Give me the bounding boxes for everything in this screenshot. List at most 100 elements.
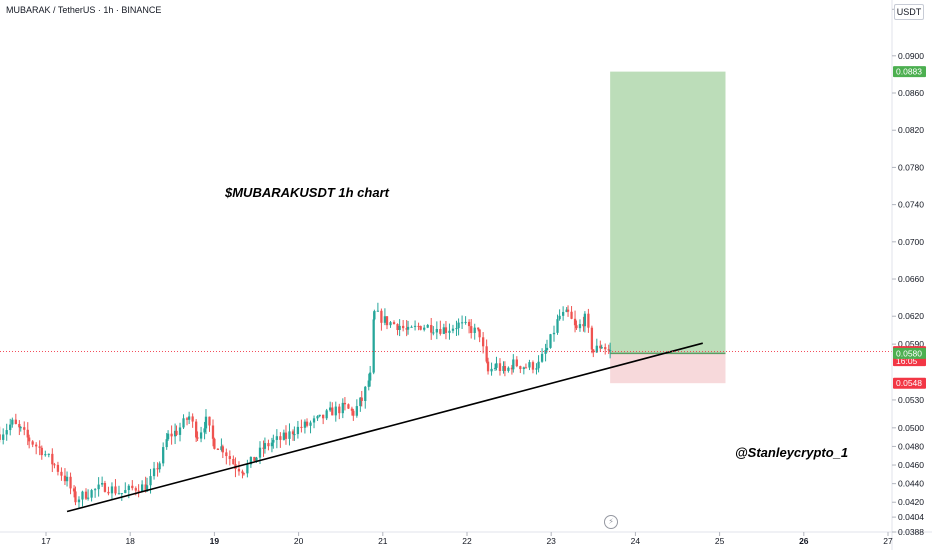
candle[interactable] (318, 414, 321, 418)
candle[interactable] (246, 459, 249, 478)
candle[interactable] (175, 425, 178, 437)
candle[interactable] (430, 318, 433, 340)
candle[interactable] (343, 397, 347, 411)
candle[interactable] (587, 308, 590, 333)
candle[interactable] (352, 408, 355, 421)
candle[interactable] (380, 308, 383, 331)
candle[interactable] (583, 311, 587, 333)
candle[interactable] (26, 422, 29, 446)
candle[interactable] (578, 319, 582, 332)
candle[interactable] (467, 319, 471, 334)
candle[interactable] (309, 420, 312, 434)
candle[interactable] (131, 480, 134, 491)
candle[interactable] (253, 456, 256, 461)
candle[interactable] (385, 316, 389, 330)
candle[interactable] (272, 434, 275, 449)
candle[interactable] (389, 320, 392, 328)
candle[interactable] (369, 365, 372, 387)
candle[interactable] (185, 416, 189, 426)
candle[interactable] (540, 348, 544, 363)
candle[interactable] (592, 349, 595, 358)
candle[interactable] (199, 426, 203, 443)
candle[interactable] (392, 320, 396, 325)
candle[interactable] (498, 358, 502, 376)
candle[interactable] (228, 450, 231, 466)
candle[interactable] (204, 409, 208, 435)
candle[interactable] (18, 420, 21, 436)
candle[interactable] (145, 477, 149, 492)
candle[interactable] (19, 426, 22, 432)
candle[interactable] (178, 422, 182, 442)
candle[interactable] (470, 319, 473, 339)
candle[interactable] (360, 390, 363, 407)
candle[interactable] (537, 355, 540, 373)
candle[interactable] (528, 359, 531, 371)
candle[interactable] (570, 306, 573, 320)
candle[interactable] (296, 420, 300, 439)
candle[interactable] (47, 453, 50, 458)
candle[interactable] (162, 442, 165, 467)
candle[interactable] (600, 344, 603, 349)
candle[interactable] (63, 468, 67, 486)
candle[interactable] (72, 485, 76, 498)
candle[interactable] (303, 419, 307, 434)
candle[interactable] (293, 426, 296, 441)
candle[interactable] (270, 437, 274, 453)
candle[interactable] (604, 343, 607, 355)
candle[interactable] (56, 461, 60, 476)
candle[interactable] (372, 312, 375, 375)
candle[interactable] (158, 461, 161, 473)
candle[interactable] (350, 406, 354, 416)
trendline[interactable] (66, 342, 703, 513)
candle[interactable] (267, 439, 270, 451)
candle[interactable] (460, 315, 464, 329)
candle[interactable] (195, 419, 198, 442)
candle[interactable] (90, 488, 93, 502)
candle[interactable] (203, 421, 206, 440)
candle[interactable] (77, 496, 81, 509)
candle[interactable] (35, 442, 38, 455)
candle[interactable] (515, 356, 518, 368)
candle[interactable] (426, 323, 429, 329)
candle[interactable] (608, 342, 612, 359)
candle[interactable] (65, 471, 69, 487)
candle[interactable] (51, 448, 54, 473)
candle[interactable] (544, 343, 547, 362)
candle[interactable] (187, 411, 191, 424)
candle[interactable] (552, 325, 556, 342)
candle[interactable] (84, 488, 88, 501)
candle[interactable] (486, 357, 490, 375)
candle[interactable] (2, 428, 5, 445)
candle[interactable] (531, 360, 535, 374)
candle[interactable] (573, 310, 577, 333)
candle[interactable] (595, 338, 598, 354)
candle[interactable] (590, 325, 594, 354)
candle[interactable] (451, 324, 455, 334)
candle[interactable] (495, 356, 498, 371)
candle[interactable] (216, 448, 220, 451)
candle[interactable] (100, 476, 104, 487)
lightning-icon[interactable]: ⚡ (604, 515, 618, 529)
candle[interactable] (510, 364, 514, 375)
candle[interactable] (237, 461, 241, 476)
candle[interactable] (545, 339, 549, 353)
candle[interactable] (262, 440, 265, 457)
candle[interactable] (566, 305, 570, 317)
candle[interactable] (507, 366, 510, 373)
candle[interactable] (503, 361, 507, 377)
candle[interactable] (86, 489, 90, 501)
candle[interactable] (396, 323, 399, 336)
candle[interactable] (23, 421, 26, 436)
candle[interactable] (282, 429, 286, 441)
candle[interactable] (241, 469, 244, 479)
candle[interactable] (439, 320, 442, 336)
candle[interactable] (535, 363, 538, 375)
candle[interactable] (312, 415, 316, 429)
candle[interactable] (220, 438, 223, 452)
candle[interactable] (284, 425, 288, 445)
candle[interactable] (423, 324, 426, 332)
candle[interactable] (419, 325, 422, 331)
candle[interactable] (444, 321, 448, 340)
candle[interactable] (60, 467, 63, 481)
candle[interactable] (490, 362, 493, 376)
